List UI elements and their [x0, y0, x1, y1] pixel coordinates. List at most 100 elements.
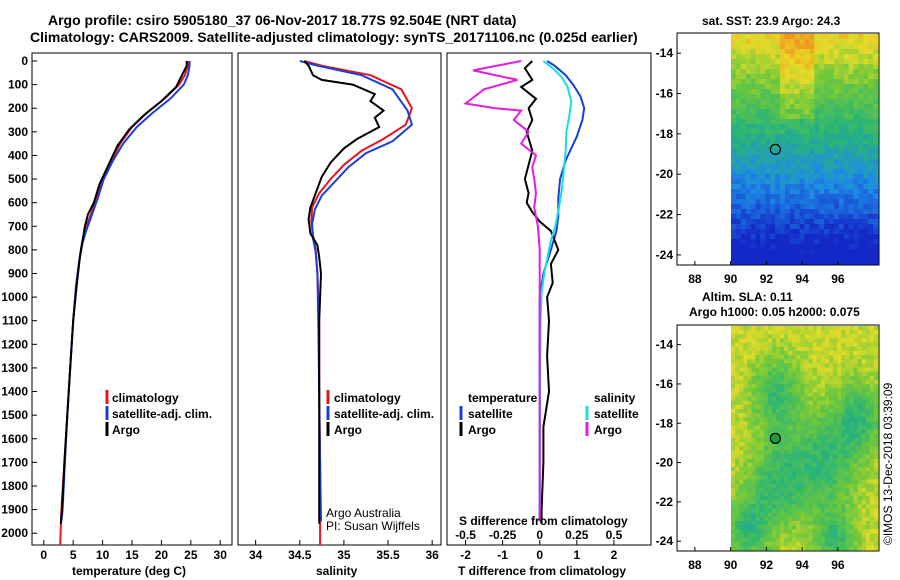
sla-cell — [780, 450, 785, 456]
sst-cell — [804, 194, 810, 200]
sla-cell — [865, 450, 871, 456]
sla-cell — [808, 529, 814, 534]
sla-cell — [841, 454, 846, 460]
sla-cell — [829, 421, 834, 427]
sla-cell — [784, 496, 789, 501]
sla-cell — [755, 496, 761, 501]
sla-cell — [780, 521, 785, 526]
sla-cell — [755, 537, 761, 543]
sla-cell — [735, 429, 740, 435]
sst-cell — [765, 159, 771, 165]
sla-cell — [829, 545, 834, 551]
sst-cell — [731, 194, 737, 200]
lat-tick-label: -16 — [656, 377, 674, 391]
sla-cell — [873, 342, 879, 348]
sla-cell — [759, 516, 765, 522]
sst-cell — [838, 104, 845, 110]
sst-cell — [760, 224, 766, 230]
sla-cell — [833, 371, 838, 377]
sst-cell — [731, 59, 737, 65]
sla-cell — [845, 330, 850, 335]
sla-cell — [747, 475, 752, 480]
sst-cell — [780, 204, 786, 210]
sla-cell — [861, 429, 867, 435]
sst-cell — [760, 109, 766, 115]
sla-cell — [747, 346, 752, 352]
sla-cell — [812, 516, 818, 522]
sla-cell — [849, 355, 855, 360]
sla-cell — [824, 355, 830, 360]
s-diff-tick-label: 0.25 — [565, 528, 589, 542]
sla-cell — [865, 471, 871, 476]
sst-cell — [775, 149, 781, 155]
sla-cell — [788, 396, 793, 402]
sst-cell — [760, 139, 766, 145]
sst-cell — [819, 89, 825, 95]
sst-cell — [838, 169, 845, 175]
sst-cell — [765, 214, 771, 220]
sla-cell — [767, 541, 773, 547]
sla-cell — [771, 404, 777, 410]
sst-cell — [873, 79, 879, 85]
sst-cell — [868, 84, 874, 90]
sla-cell — [837, 388, 842, 393]
sst-cell — [799, 214, 806, 220]
sla-cell — [731, 400, 736, 406]
sst-cell — [838, 184, 845, 190]
sla-cell — [841, 413, 846, 418]
sla-cell — [747, 479, 752, 485]
sst-cell — [819, 239, 825, 245]
sla-cell — [763, 409, 769, 414]
sla-cell — [788, 462, 793, 468]
sla-cell — [861, 491, 867, 497]
sla-cell — [735, 417, 740, 422]
sst-cell — [838, 174, 845, 180]
sla-cell — [857, 388, 863, 393]
salinity-legend: climatology satellite-adj. clim. Argo — [326, 390, 434, 437]
sst-cell — [829, 209, 835, 215]
sst-cell — [833, 134, 840, 140]
sst-cell — [789, 119, 796, 125]
sst-cell — [750, 244, 757, 250]
sla-cell — [833, 533, 838, 539]
sst-cell — [760, 214, 766, 220]
sst-cell — [838, 224, 845, 230]
sla-cell — [812, 363, 818, 368]
sla-cell — [743, 471, 748, 476]
sla-cell — [759, 491, 765, 497]
sst-cell — [819, 109, 825, 115]
sst-cell — [873, 259, 879, 265]
sla-cell — [865, 404, 871, 410]
sla-cell — [775, 375, 781, 381]
sla-cell — [792, 421, 797, 427]
sla-cell — [780, 417, 785, 422]
sla-cell — [763, 367, 769, 373]
sla-cell — [837, 425, 842, 431]
sla-cell — [820, 404, 826, 410]
sla-cell — [767, 462, 773, 468]
legend-label-satellite: satellite-adj. clim. — [112, 407, 212, 421]
sla-cell — [812, 400, 818, 406]
sla-cell — [731, 346, 736, 352]
sla-cell — [829, 487, 834, 493]
sst-cell — [799, 229, 806, 235]
sst-cell — [843, 89, 850, 95]
sst-cell — [735, 219, 742, 225]
sla-cell — [792, 371, 797, 377]
sla-cell — [837, 363, 842, 368]
sst-cell — [784, 179, 791, 185]
sla-cell — [804, 462, 810, 468]
sla-cell — [853, 400, 859, 406]
sst-cell — [740, 179, 747, 185]
sla-cell — [820, 454, 826, 460]
sla-cell — [845, 496, 850, 501]
sst-cell — [760, 134, 766, 140]
sla-cell — [816, 541, 822, 547]
sla-cell — [759, 537, 765, 543]
sla-cell — [816, 462, 822, 468]
sla-cell — [804, 458, 810, 464]
sla-cell — [739, 330, 744, 335]
sst-cell — [873, 54, 879, 60]
sla-cell — [857, 417, 863, 422]
sla-cell — [751, 450, 757, 456]
